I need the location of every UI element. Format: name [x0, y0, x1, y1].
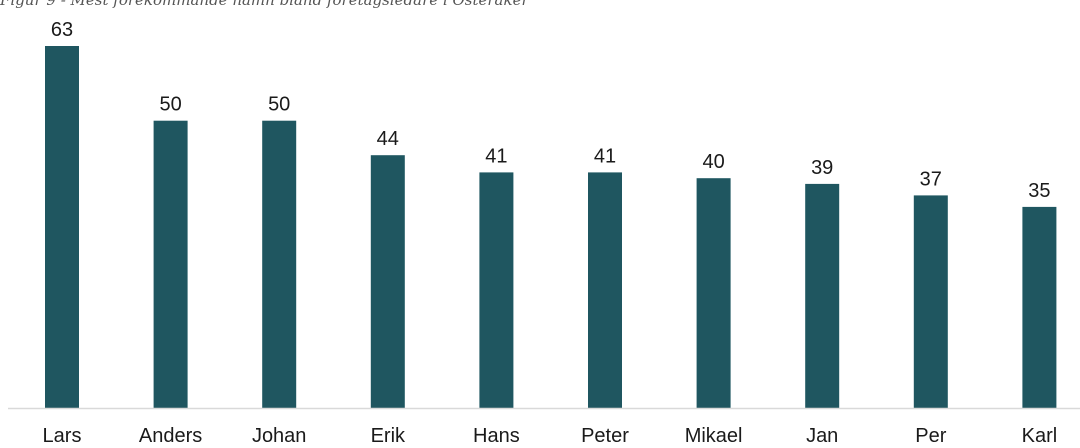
bar-lars [45, 46, 79, 408]
category-label-peter: Peter [581, 425, 629, 447]
bar-karl [1022, 206, 1057, 408]
bar-mikael [696, 178, 731, 408]
category-label-erik: Erik [371, 425, 406, 447]
category-labels-layer: Lars Anders Johan Erik Hans Peter Mikael Jan Per… [43, 425, 1058, 447]
bar-erik [370, 155, 405, 408]
value-label-anders: 50 [159, 94, 181, 116]
value-label-peter: 41 [594, 145, 616, 167]
category-label-karl: Karl [1022, 425, 1058, 447]
category-label-hans: Hans [473, 425, 520, 447]
bars-layer [45, 46, 1057, 408]
category-label-mikael: Mikael [685, 425, 743, 447]
value-label-jan: 39 [811, 157, 833, 179]
value-label-johan: 50 [268, 94, 290, 116]
value-label-per: 37 [920, 168, 942, 190]
value-labels-layer: 63 50 50 44 41 41 40 39 37 35 [51, 19, 1051, 202]
value-label-erik: 44 [377, 128, 399, 150]
bar-anders [153, 120, 188, 408]
value-label-lars: 63 [51, 19, 73, 41]
bar-hans [479, 172, 514, 408]
bar-johan [262, 120, 297, 408]
category-label-johan: Johan [252, 425, 307, 447]
category-label-lars: Lars [43, 425, 82, 447]
bar-jan [805, 183, 840, 408]
value-label-mikael: 40 [702, 151, 724, 173]
category-label-per: Per [915, 425, 946, 447]
bar-peter [588, 172, 622, 408]
bar-per [913, 195, 948, 408]
category-label-anders: Anders [139, 425, 202, 447]
value-label-hans: 41 [485, 145, 507, 167]
chart-title: Figur 9 - Mest förekommande namn bland f… [0, 0, 529, 9]
value-label-karl: 35 [1028, 180, 1050, 202]
category-label-jan: Jan [806, 425, 838, 447]
